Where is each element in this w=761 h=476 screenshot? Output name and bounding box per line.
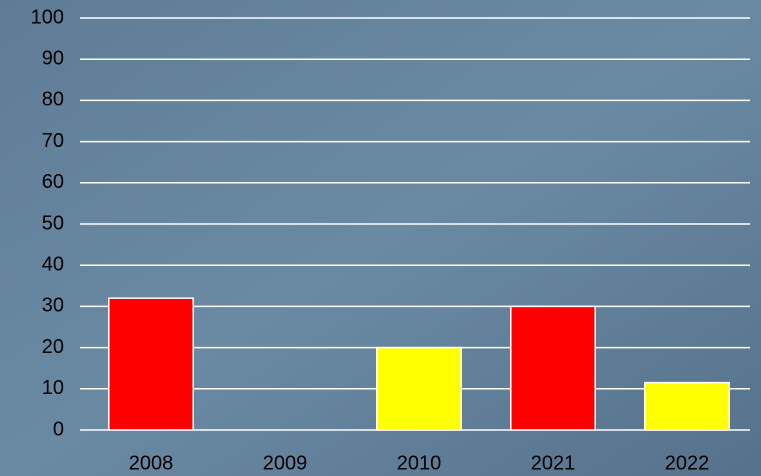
y-tick-label: 30 xyxy=(42,295,64,317)
y-tick-label: 90 xyxy=(42,47,64,69)
x-tick-label: 2009 xyxy=(263,452,308,474)
x-tick-label: 2022 xyxy=(665,452,710,474)
bar xyxy=(510,305,596,431)
y-tick-label: 50 xyxy=(42,212,64,234)
y-tick-label: 60 xyxy=(42,171,64,193)
bar xyxy=(644,381,730,431)
x-tick-label: 2008 xyxy=(129,452,174,474)
bar xyxy=(376,346,462,431)
y-tick-label: 0 xyxy=(53,418,64,440)
x-tick-label: 2021 xyxy=(531,452,576,474)
y-tick-label: 10 xyxy=(42,377,64,399)
y-tick-label: 40 xyxy=(42,253,64,275)
y-tick-label: 100 xyxy=(31,6,64,28)
bar xyxy=(108,297,194,431)
y-tick-label: 80 xyxy=(42,89,64,111)
y-tick-label: 70 xyxy=(42,130,64,152)
y-tick-label: 20 xyxy=(42,336,64,358)
x-tick-label: 2010 xyxy=(397,452,442,474)
